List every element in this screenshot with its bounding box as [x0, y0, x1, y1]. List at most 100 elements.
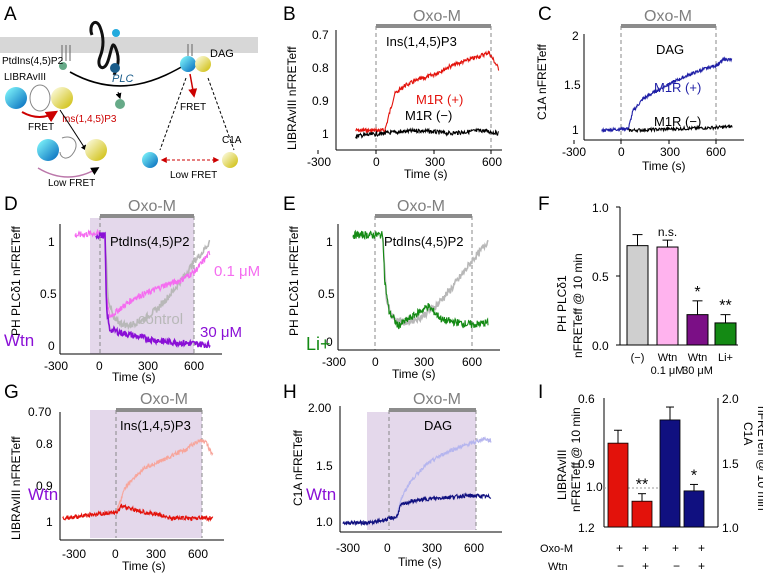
bar — [626, 245, 649, 346]
oxo-sign: + — [642, 541, 649, 555]
c1a-free-cyan — [142, 152, 158, 168]
x-tick: 300 — [425, 155, 445, 169]
left-y-tick: 0.9 — [578, 457, 595, 471]
legend-m1r-minus: M1R (−) — [405, 108, 452, 123]
panel-d: D Oxo-M -300 0 300 600 1 0.5 0 Time (s) … — [4, 194, 260, 384]
libra-binding-arrow — [59, 109, 87, 152]
x-tick: 300 — [146, 547, 166, 561]
panel-h-label: H — [283, 382, 297, 403]
row-label-oxo: Oxo-M — [540, 543, 573, 555]
libra-bound-domain — [59, 136, 77, 159]
y-ticks: 1 0.5 0 — [318, 235, 335, 349]
panel-a: A PLC PtdIns(4,5)P2 DAG FRET C1A Low FRE… — [0, 4, 258, 189]
bar-label-sub: 30 μM — [682, 365, 713, 377]
bar — [686, 314, 709, 346]
y-ticks: 2.00 1.5 1.0 — [308, 401, 333, 529]
y-tick: 0.0 — [592, 339, 609, 353]
x-tick: -300 — [44, 359, 68, 373]
bar — [607, 442, 629, 528]
x-ticks: -300 0 300 600 — [336, 541, 484, 555]
y-tick: 0 — [326, 335, 333, 349]
oxo-m-ligand — [112, 29, 120, 37]
x-tick: 600 — [188, 547, 208, 561]
right-y-tick: 1.0 — [722, 521, 739, 535]
x-tick: -300 — [62, 547, 86, 561]
trace-control — [104, 233, 211, 331]
left-y-tick: 1.2 — [578, 521, 595, 535]
bar-label: (−) — [631, 352, 645, 364]
wtn-label: Wtn — [4, 331, 34, 350]
right-y-label-line1: C1A — [741, 422, 755, 445]
low-fret-label-c1a: Low FRET — [170, 170, 217, 181]
trace-m1r-plus — [355, 50, 500, 134]
panel-b-label: B — [283, 4, 296, 25]
bar — [659, 419, 681, 528]
panel-f: F 1.0 0.5 0.0 PH PLCδ1 nFRETeff @ 10 min… — [538, 194, 738, 377]
wtn-label: Wtn — [28, 485, 58, 504]
oxo-sign: + — [698, 541, 705, 555]
dag-dissociation-lines — [159, 77, 235, 151]
panel-f-label: F — [538, 194, 550, 215]
trace-m1r-minus — [355, 127, 500, 140]
wtn-sign: + — [698, 559, 705, 573]
pip2-annotation: PtdIns(4,5)P2 — [110, 234, 190, 249]
x-ticks: -300 0 300 600 — [62, 547, 208, 561]
y-tick: 1.5 — [316, 459, 333, 473]
y-tick: 0.9 — [36, 479, 53, 493]
bar — [656, 246, 679, 346]
oxo-sign: + — [616, 541, 623, 555]
c1a-free-yellow — [222, 152, 238, 168]
y-tick: 1 — [326, 235, 333, 249]
x-tick: 300 — [660, 145, 680, 159]
y-tick: 0.5 — [592, 270, 609, 284]
x-axis-label: Time (s) — [398, 555, 442, 569]
pip2-headgroup — [59, 62, 67, 70]
right-y-tick: 2.0 — [722, 392, 739, 406]
y-axis-label: PH PLCδ1 nFRETeff — [9, 226, 23, 337]
panel-i: I 0.6 0.9 1.0 1.2 2.0 1.5 1.0 LIBRAvIII … — [538, 382, 763, 573]
x-tick: 0 — [112, 547, 119, 561]
libra-bound-yellow — [85, 139, 107, 161]
oxo-label: Oxo-M — [413, 8, 461, 25]
fret-label-dag: FRET — [180, 102, 206, 113]
fret-label-libra: FRET — [28, 122, 54, 133]
ip3-annotation: Ins(1,4,5)P3 — [386, 34, 457, 49]
plc-hydrolysis-arrow — [69, 61, 192, 87]
y-axis-label: PH PLCδ1 nFRETeff — [287, 226, 301, 337]
panel-c-label: C — [538, 4, 552, 25]
y-tick: 0.70 — [28, 405, 52, 419]
trace-lithium — [352, 229, 489, 330]
y-tick: 0.8 — [36, 437, 53, 451]
trace-wtn-30 — [95, 231, 211, 349]
right-y-label-line2: nFRETeff @ 10 min — [755, 406, 763, 511]
x-tick: 0 — [618, 145, 625, 159]
bar-label-sub: 0.1 μM — [651, 365, 685, 377]
ip3-label: Ins(1,4,5)P3 — [62, 114, 117, 125]
plc-label: PLC — [112, 73, 133, 85]
x-tick: 0 — [96, 359, 103, 373]
panel-c: C Oxo-M -300 0 300 600 2 1.5 1 Time (s) … — [535, 4, 744, 173]
x-ticks: -300 0 300 600 — [44, 359, 204, 373]
y-tick: 1 — [46, 515, 53, 529]
y-tick: 1 — [572, 123, 579, 137]
libra-label: LIBRAvIII — [4, 72, 46, 83]
trace-control — [116, 438, 214, 511]
left-y-label-line1: LIBRAvIII — [555, 450, 569, 500]
y-axis-label-line2: nFRETeff @ 10 min — [571, 253, 585, 358]
x-axis-label: Time (s) — [392, 367, 436, 381]
libra-binding-domain — [29, 84, 51, 112]
plc-enzyme — [110, 63, 120, 73]
x-tick: 600 — [482, 155, 502, 169]
x-tick: 0 — [373, 155, 380, 169]
left-y-tick: 1.0 — [586, 480, 603, 494]
left-y-tick: 0.6 — [578, 392, 595, 406]
fret-arrow-dag — [188, 73, 198, 98]
x-tick: 0 — [372, 355, 379, 369]
legend-m1r-minus: M1R (−) — [654, 114, 701, 129]
dag-annotation: DAG — [656, 42, 684, 57]
c1a-label: C1A — [222, 135, 242, 146]
trace-wtn-0.1 — [74, 228, 211, 319]
y-ticks: 0.70 0.8 0.9 1 — [28, 405, 53, 529]
y-ticks: 1 0.5 0 — [40, 235, 57, 353]
